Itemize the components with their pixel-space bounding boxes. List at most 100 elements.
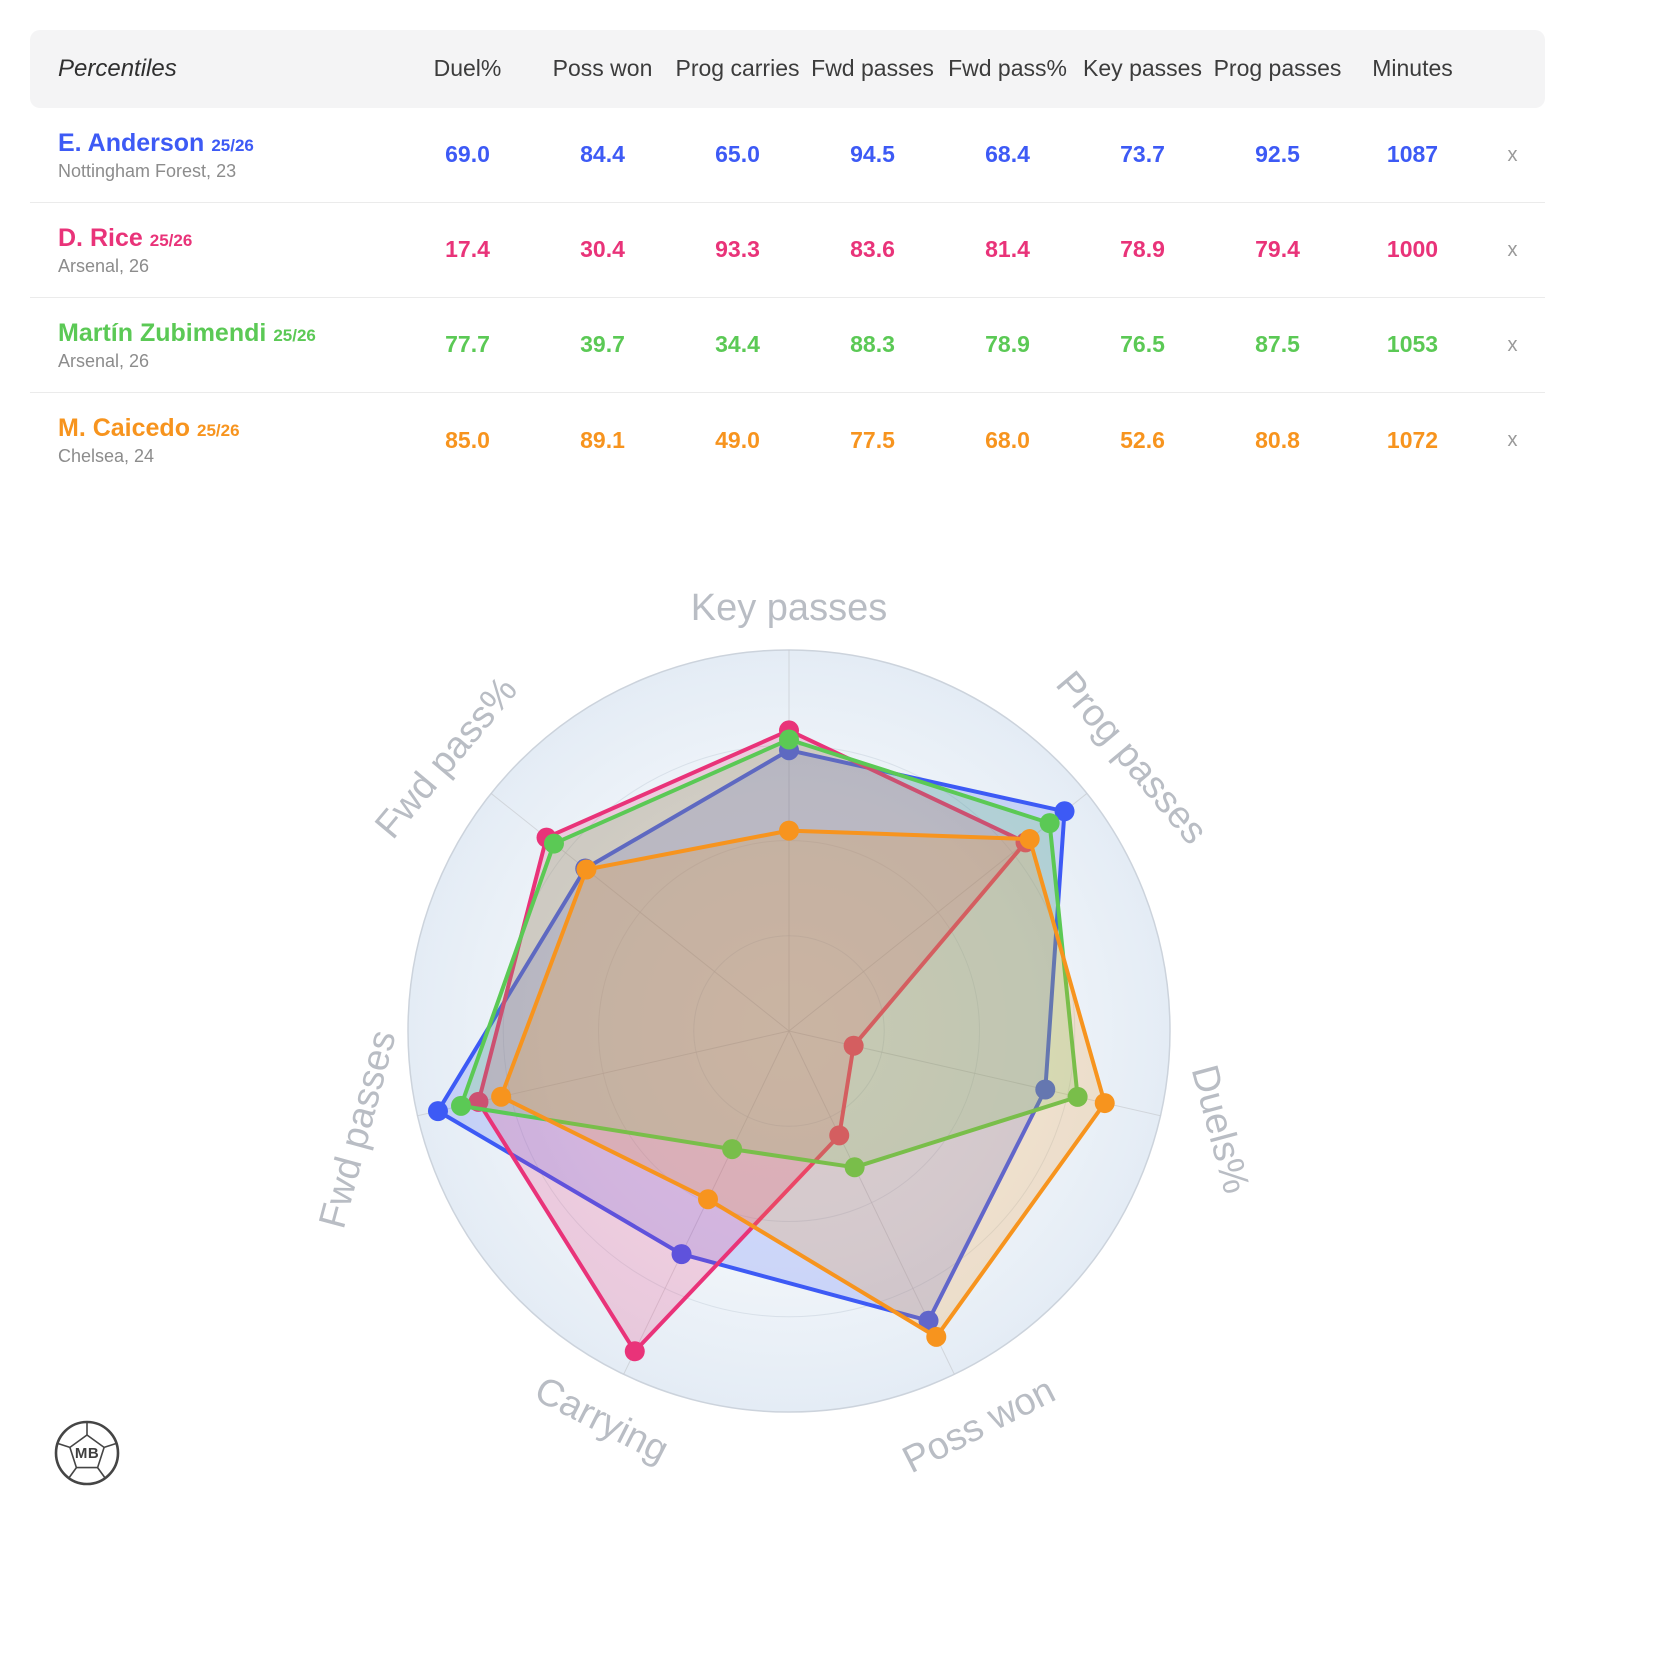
stat-value-duel-: 85.0 [445,426,490,453]
column-header-fwd-passes: Fwd passes [811,55,934,82]
mb-logo-ball: MB [54,1420,120,1486]
player-meta: Chelsea, 24 [58,446,155,466]
table-row: Martín Zubimendi 25/26 Arsenal, 26 77.7 39.7… [30,298,1545,393]
stat-value-prog-carries: 34.4 [715,331,760,358]
remove-player-button[interactable]: x [1507,238,1518,261]
table-row: M. Caicedo 25/26 Chelsea, 24 85.0 89.1 49.0 77… [30,393,1545,488]
stat-value-key-passes: 52.6 [1120,426,1165,453]
stat-value-key-passes: 76.5 [1120,331,1165,358]
player-cell: M. Caicedo 25/26 Chelsea, 24 [30,414,400,467]
stat-value-fwd-pass-: 68.0 [985,426,1030,453]
radar-point[interactable] [1019,829,1040,850]
radar-axis-label: Key passes [691,587,887,629]
player-meta: Nottingham Forest, 23 [58,160,237,181]
stat-value-minutes: 1053 [1386,331,1439,358]
radar-point[interactable] [491,1086,512,1107]
column-header-duel-: Duel% [433,55,502,82]
radar-series-m-caicedo-25-26 [499,828,1107,1339]
radar-axis-label: Fwd passes [312,1026,405,1233]
radar-point[interactable] [576,859,597,880]
player-season: 25/26 [149,230,193,250]
radar-series-e-anderson-25-26 [436,748,1067,1323]
stat-value-poss-won: 84.4 [580,141,625,168]
radar-point[interactable] [1039,813,1060,834]
stat-value-minutes: 1072 [1386,426,1439,453]
stat-value-duel-: 69.0 [445,141,490,168]
stat-value-poss-won: 30.4 [580,236,625,263]
radar-point[interactable] [829,1125,850,1146]
logo-text: MB [75,1445,99,1462]
table-row: D. Rice 25/26 Arsenal, 26 17.4 30.4 93.3 83.6 8… [30,203,1545,298]
player-meta: Arsenal, 26 [58,255,150,276]
radar-point[interactable] [1054,801,1075,822]
table-title-cell: Percentiles [30,55,400,83]
radar-point[interactable] [722,1139,743,1160]
stat-value-prog-carries: 49.0 [715,426,760,453]
radar-series-d-rice-25-26 [476,728,1028,1354]
radar-point[interactable] [624,1341,645,1362]
stat-value-fwd-pass-: 81.4 [985,236,1030,263]
radar-point[interactable] [843,1035,864,1056]
radar-point[interactable] [1035,1079,1056,1100]
column-header-prog-passes: Prog passes [1213,55,1342,82]
column-header-prog-carries: Prog carries [675,55,800,82]
player-name: Martín Zubimendi [58,318,267,347]
radar-point[interactable] [779,729,799,750]
radar-point[interactable] [671,1244,692,1265]
stat-value-prog-passes: 80.8 [1255,426,1300,453]
table-title: Percentiles [58,55,177,82]
radar-point[interactable] [1094,1093,1115,1114]
radar-axis-label: Duels% [1183,1061,1257,1198]
stat-value-poss-won: 39.7 [580,331,625,358]
mb-logo: MB [50,1416,124,1495]
radar-point[interactable] [779,820,799,841]
remove-player-button[interactable]: x [1507,333,1518,356]
stat-value-prog-passes: 79.4 [1255,236,1300,263]
stat-value-fwd-pass-: 68.4 [985,141,1030,168]
radar-point[interactable] [543,833,564,854]
stat-value-poss-won: 89.1 [580,426,625,453]
stat-value-key-passes: 78.9 [1120,236,1165,263]
stat-value-prog-passes: 87.5 [1255,331,1300,358]
player-cell: D. Rice 25/26 Arsenal, 26 [30,224,400,277]
table-rows: E. Anderson 25/26 Nottingham Forest, 23 69.… [30,108,1545,488]
radar-point[interactable] [918,1310,939,1331]
stat-value-fwd-passes: 88.3 [850,331,895,358]
stat-value-fwd-passes: 83.6 [850,236,895,263]
player-name: M. Caicedo [58,414,190,442]
percentiles-table: Percentiles Duel% Poss won Prog carries Fwd… [30,30,1545,488]
column-header-key-passes: Key passes [1083,55,1202,82]
stat-value-prog-carries: 93.3 [715,236,760,263]
column-header-minutes: Minutes [1372,55,1453,82]
player-name: E. Anderson [58,128,205,157]
player-season: 25/26 [273,325,316,345]
radar-point[interactable] [451,1095,472,1116]
remove-player-button[interactable]: x [1507,429,1518,451]
radar-point[interactable] [844,1157,865,1178]
stat-value-duel-: 77.7 [445,331,490,358]
radar-point[interactable] [427,1101,448,1122]
player-name: D. Rice [58,223,143,252]
radar-point[interactable] [1067,1086,1088,1107]
player-cell: Martín Zubimendi 25/26 Arsenal, 26 [30,319,400,372]
stat-value-prog-carries: 65.0 [715,141,760,168]
stat-value-fwd-passes: 77.5 [850,426,895,453]
radar-series-mart-n-zubimendi-25-26 [459,737,1080,1170]
stat-value-fwd-pass-: 78.9 [985,331,1030,358]
stat-value-duel-: 17.4 [445,236,490,263]
stat-value-key-passes: 73.7 [1120,141,1165,168]
remove-player-button[interactable]: x [1507,143,1518,166]
column-header-poss-won: Poss won [552,55,653,82]
stat-value-fwd-passes: 94.5 [850,141,895,168]
radar-point[interactable] [697,1189,718,1210]
player-meta: Arsenal, 26 [58,350,150,371]
radar-point[interactable] [926,1326,947,1347]
stat-value-prog-passes: 92.5 [1255,141,1300,168]
stat-value-minutes: 1087 [1386,141,1439,168]
stat-value-minutes: 1000 [1386,236,1439,263]
table-row: E. Anderson 25/26 Nottingham Forest, 23 69.… [30,108,1545,203]
player-cell: E. Anderson 25/26 Nottingham Forest, 23 [30,129,400,182]
table-header: Percentiles Duel% Poss won Prog carries Fwd… [30,30,1545,108]
logo-seams [57,1422,117,1479]
